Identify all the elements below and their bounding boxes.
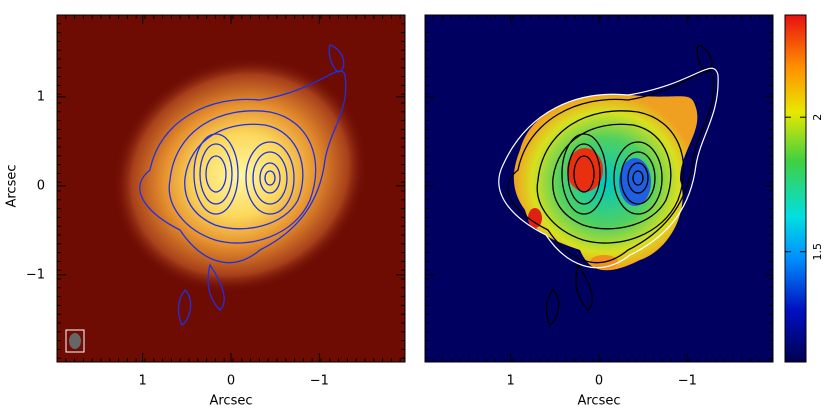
- image-left: [57, 15, 405, 362]
- x-tick-label: 1: [139, 374, 147, 389]
- x-label: Arcsec: [577, 394, 620, 409]
- x-tick-label: 0: [595, 374, 603, 389]
- x-tick-label: −1: [678, 374, 697, 389]
- x-label: Arcsec: [209, 394, 252, 409]
- image-right: [425, 15, 773, 362]
- colorbar: [784, 14, 807, 363]
- x-tick-label: 1: [507, 374, 515, 389]
- y-tick-label: 1: [37, 89, 45, 104]
- y-label: Arcsec: [5, 164, 20, 207]
- colorbar-tick-label: 1.5: [811, 243, 824, 261]
- y-tick-label: −1: [26, 267, 45, 282]
- colorbar-tick-label: 2: [811, 114, 824, 121]
- x-tick-label: 0: [227, 374, 235, 389]
- y-tick-label: 0: [37, 178, 45, 193]
- x-tick-label: −1: [310, 374, 329, 389]
